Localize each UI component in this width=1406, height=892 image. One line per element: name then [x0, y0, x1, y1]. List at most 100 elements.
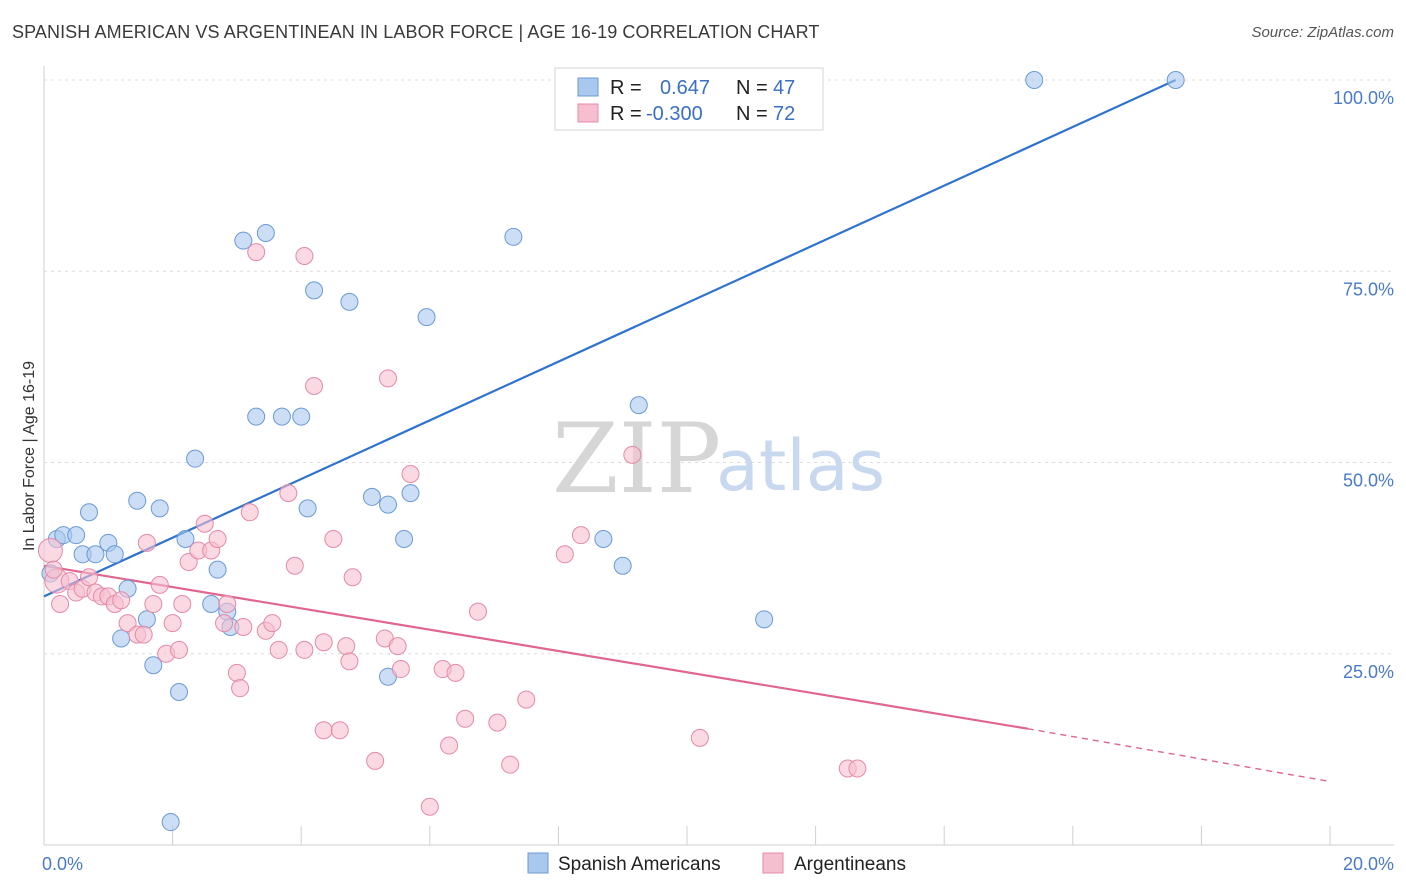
point-series0-30 — [340, 292, 359, 311]
legend-swatch-argentinean — [577, 103, 599, 123]
point-series0-12 — [137, 610, 156, 629]
point-series1-20 — [170, 640, 189, 659]
point-series1-12 — [118, 614, 137, 633]
stats-legend-box — [554, 67, 824, 131]
point-series1-46 — [337, 637, 356, 656]
point-series1-43 — [314, 721, 333, 740]
point-series1-2 — [51, 595, 70, 614]
point-series0-35 — [401, 484, 420, 503]
point-series1-66 — [623, 445, 642, 464]
point-series0-24 — [247, 407, 266, 426]
point-series1-6 — [80, 568, 99, 587]
point-series1-17 — [150, 575, 169, 594]
point-series1-49 — [366, 751, 385, 770]
legend-r-value-2: -0.300 — [646, 103, 703, 125]
point-series1-14 — [134, 625, 153, 644]
point-series0-40 — [629, 396, 648, 415]
point-series1-53 — [391, 660, 410, 679]
legend-r-value-1: 0.647 — [660, 77, 710, 99]
point-series1-52 — [388, 637, 407, 656]
watermark: ZIP atlas — [552, 403, 885, 515]
point-series1-67 — [690, 728, 709, 747]
point-series1-27 — [215, 614, 234, 633]
point-series1-47 — [340, 652, 359, 671]
point-series0-9 — [112, 629, 131, 648]
legend-r-label-2: R = — [610, 103, 642, 125]
point-series0-37 — [504, 227, 523, 246]
axes — [43, 66, 1394, 846]
bottom-legend-swatch-spanish — [527, 852, 549, 874]
point-series0-31 — [362, 487, 381, 506]
watermark-atlas: atlas — [716, 425, 885, 507]
point-series0-44 — [1025, 71, 1044, 89]
bottom-legend-swatch-argentinean — [762, 852, 784, 874]
y-tick-label-2: 75.0% — [1343, 279, 1394, 299]
trend-line-dashed-1 — [1027, 728, 1331, 783]
point-series0-32 — [379, 495, 398, 514]
point-series0-15 — [161, 813, 180, 832]
point-series0-29 — [305, 281, 324, 300]
point-series0-14 — [150, 499, 169, 518]
point-series0-38 — [594, 530, 613, 548]
point-series1-48 — [343, 568, 362, 587]
trend-line-1 — [43, 564, 1028, 730]
point-series0-27 — [292, 407, 311, 426]
point-series1-40 — [295, 246, 314, 265]
point-series0-5 — [80, 503, 99, 522]
point-series1-24 — [195, 514, 214, 533]
point-series0-33 — [395, 530, 414, 548]
point-series1-32 — [240, 503, 259, 522]
x-tick-max: 20.0% — [1343, 854, 1394, 874]
point-series1-39 — [295, 640, 314, 659]
point-series0-39 — [613, 556, 632, 575]
point-series1-61 — [488, 713, 507, 732]
point-series1-64 — [555, 545, 574, 564]
bottom-legend-spanish: Spanish Americans — [558, 854, 721, 875]
bottom-legend-argentinean: Argentineans — [794, 854, 906, 875]
point-series0-3 — [67, 526, 86, 545]
point-series0-41 — [755, 610, 774, 629]
point-series0-16 — [170, 683, 189, 701]
point-series1-22 — [179, 552, 198, 571]
points-layer — [37, 71, 1185, 832]
point-series1-44 — [330, 721, 349, 740]
source-label: Source: ZipAtlas.com — [1251, 24, 1394, 41]
y-tick-label-0: 25.0% — [1343, 662, 1394, 682]
point-series0-23 — [234, 231, 253, 250]
point-series0-6 — [86, 545, 105, 564]
point-series1-28 — [218, 595, 237, 614]
y-tick-label-1: 50.0% — [1343, 471, 1394, 491]
point-series0-20 — [208, 560, 227, 579]
x-tick-min: 0.0% — [42, 854, 83, 874]
point-series1-69 — [848, 759, 867, 778]
point-series0-36 — [417, 308, 436, 327]
point-series1-59 — [456, 709, 475, 728]
point-series0-45 — [1166, 71, 1185, 89]
legend-n-label-1: N = — [736, 77, 768, 99]
point-series1-33 — [247, 243, 266, 262]
trend-lines — [43, 78, 1331, 783]
point-series0-8 — [105, 545, 124, 564]
point-series1-62 — [501, 755, 520, 774]
point-series1-55 — [420, 797, 439, 816]
point-series1-0 — [37, 537, 63, 563]
point-series1-63 — [517, 690, 536, 709]
point-series1-41 — [305, 377, 324, 395]
series-legend: Spanish Americans Argentineans — [527, 852, 906, 875]
point-series1-45 — [324, 530, 343, 548]
chart-title: SPANISH AMERICAN VS ARGENTINEAN IN LABOR… — [12, 22, 820, 42]
point-series1-29 — [227, 663, 246, 682]
point-series1-51 — [379, 369, 398, 388]
point-series0-28 — [298, 499, 317, 518]
point-series1-35 — [263, 614, 282, 633]
point-series1-21 — [173, 595, 192, 614]
y-axis-label: In Labor Force | Age 16-19 — [21, 361, 38, 551]
point-series1-60 — [469, 602, 488, 621]
point-series1-19 — [163, 614, 182, 633]
point-series1-58 — [446, 663, 465, 682]
point-series1-38 — [285, 556, 304, 575]
point-series1-70 — [44, 560, 63, 579]
point-series0-17 — [176, 530, 195, 548]
legend-swatch-spanish — [577, 77, 599, 97]
point-series0-11 — [128, 491, 147, 510]
